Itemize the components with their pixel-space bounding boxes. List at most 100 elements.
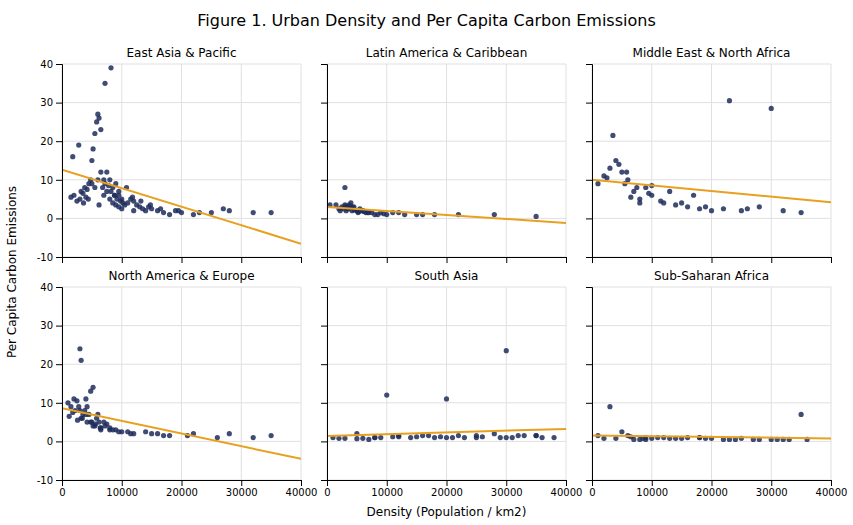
grid [327,287,566,480]
panel-title: South Asia [415,269,479,283]
y-tick: 20 [40,136,62,147]
y-tick-mark [56,364,62,365]
x-axis-line [593,481,832,487]
x-tick-label: 30000 [491,487,523,498]
y-axis-line [321,288,328,481]
x-tick [506,257,507,263]
y-grid-line [592,287,831,288]
x-grid-line [566,64,567,257]
y-tick-mark [321,441,327,442]
y-axis: -10010203040 [37,59,63,263]
point [691,193,696,198]
x-tick: 40000 [816,480,848,498]
x-grid-line [771,287,772,480]
x-tick-mark [771,257,772,263]
x-grid-line [121,287,122,480]
point [221,206,226,211]
point [679,200,684,205]
panel: Middle East & North Africa [586,46,832,263]
y-grid-line [62,325,301,326]
x-tick-mark [182,257,183,263]
point [90,385,95,390]
point [354,436,359,441]
x-grid-line [506,287,507,480]
x-tick-label: 0 [324,487,330,498]
point [534,433,539,438]
y-grid-line [592,402,831,403]
x-tick-label: 40000 [286,487,318,498]
x-grid-line [386,287,387,480]
y-grid-line [327,64,566,65]
point [161,433,166,438]
point [251,210,256,215]
y-tick: 40 [40,59,62,70]
y-axis [321,65,328,258]
x-tick-mark [122,480,123,486]
x-tick-mark [566,257,567,263]
x-axis-title: Density (Population / km2) [367,505,527,519]
x-tick-mark [182,480,183,486]
y-tick-label: 10 [40,175,53,186]
point [215,435,220,440]
x-tick-mark [241,480,242,486]
y-tick-mark [321,64,327,65]
panel: 010000200003000040000-10010203040North A… [37,269,318,498]
x-tick [122,257,123,263]
y-tick-mark [586,403,592,404]
point [176,208,181,213]
point [378,435,383,440]
y-tick-label: 0 [47,213,53,224]
y-axis: -10010203040 [37,282,63,486]
point [619,429,624,434]
point [697,206,702,211]
point [781,208,786,213]
y-tick-mark [56,103,62,104]
x-axis [63,257,302,263]
point [96,115,101,120]
point [131,208,136,213]
x-tick-label: 20000 [166,487,198,498]
y-grid-line [592,102,831,103]
marks [592,98,831,215]
point [77,197,82,202]
point [438,434,443,439]
panel-title: Middle East & North Africa [633,46,791,60]
x-tick-mark [506,480,507,486]
point [366,437,371,442]
point [112,193,117,198]
x-axis-line [328,481,567,487]
y-tick [321,364,327,365]
marks [62,346,301,459]
point [269,210,274,215]
point [658,198,663,203]
point [610,133,615,138]
point [90,146,95,151]
x-tick-label: 40000 [816,487,848,498]
point [227,208,232,213]
marks [327,348,566,442]
x-grid-line [831,64,832,257]
y-tick-mark [321,326,327,327]
panel-title: East Asia & Pacific [127,46,237,60]
y-tick-label: 20 [40,359,53,370]
point [143,429,148,434]
point [342,436,347,441]
point [498,435,503,440]
y-tick-mark [56,441,62,442]
x-tick [387,257,388,263]
point [342,185,347,190]
point [158,206,163,211]
scatter-series [330,348,556,442]
point [76,142,81,147]
point [98,127,103,132]
y-tick [321,257,327,258]
point [637,200,642,205]
point [444,435,449,440]
grid [592,64,831,257]
panel-title: Sub-Saharan Africa [654,269,769,283]
point [102,81,107,86]
x-tick-mark [301,480,302,486]
x-grid-line [506,64,507,257]
x-grid-line [241,287,242,480]
point [757,204,762,209]
